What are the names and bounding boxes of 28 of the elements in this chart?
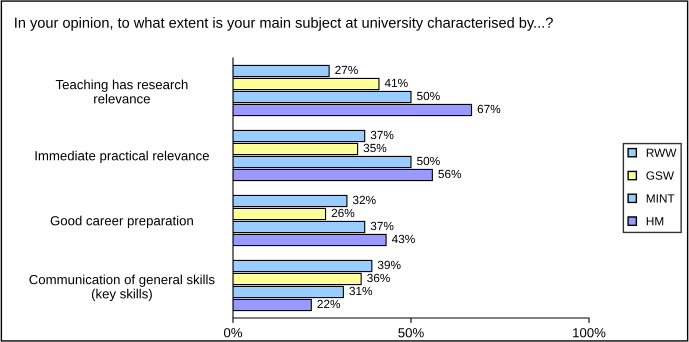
data-label: 37% [370,130,394,140]
data-label: 37% [370,222,394,230]
data-label: 67% [478,104,500,114]
x-tick-label: 50% [398,328,424,338]
data-label: 36% [367,274,390,282]
legend-label: HM [646,217,664,226]
x-tick-label: 100% [573,328,606,338]
chart-title: In your opinion, to what extent is your main subject at university characterised by...? [15,17,553,31]
data-label: 41% [384,78,408,88]
data-label: 32% [352,196,376,204]
legend-label: GSW [646,171,674,180]
y-tick-label: Teaching has research relevance [56,80,188,104]
data-label: 56% [438,170,462,178]
y-tick-label: Good career preparation [50,216,193,228]
y-tick-label: Communication of general skills (key skills) [29,274,215,302]
y-tick-label: Immediate practical relevance [35,150,209,164]
data-label: 35% [364,144,386,152]
data-label: 39% [378,260,401,270]
data-label: 50% [417,92,440,100]
data-label: 43% [392,234,415,244]
data-label: 22% [317,300,340,308]
data-label: 27% [335,66,358,74]
data-label: 31% [349,286,372,296]
x-tick-label: 0% [224,328,242,338]
data-label: 50% [417,156,440,166]
legend-label: RWW [646,148,676,157]
data-label: 26% [332,208,354,218]
legend-label: MINT [646,194,674,202]
